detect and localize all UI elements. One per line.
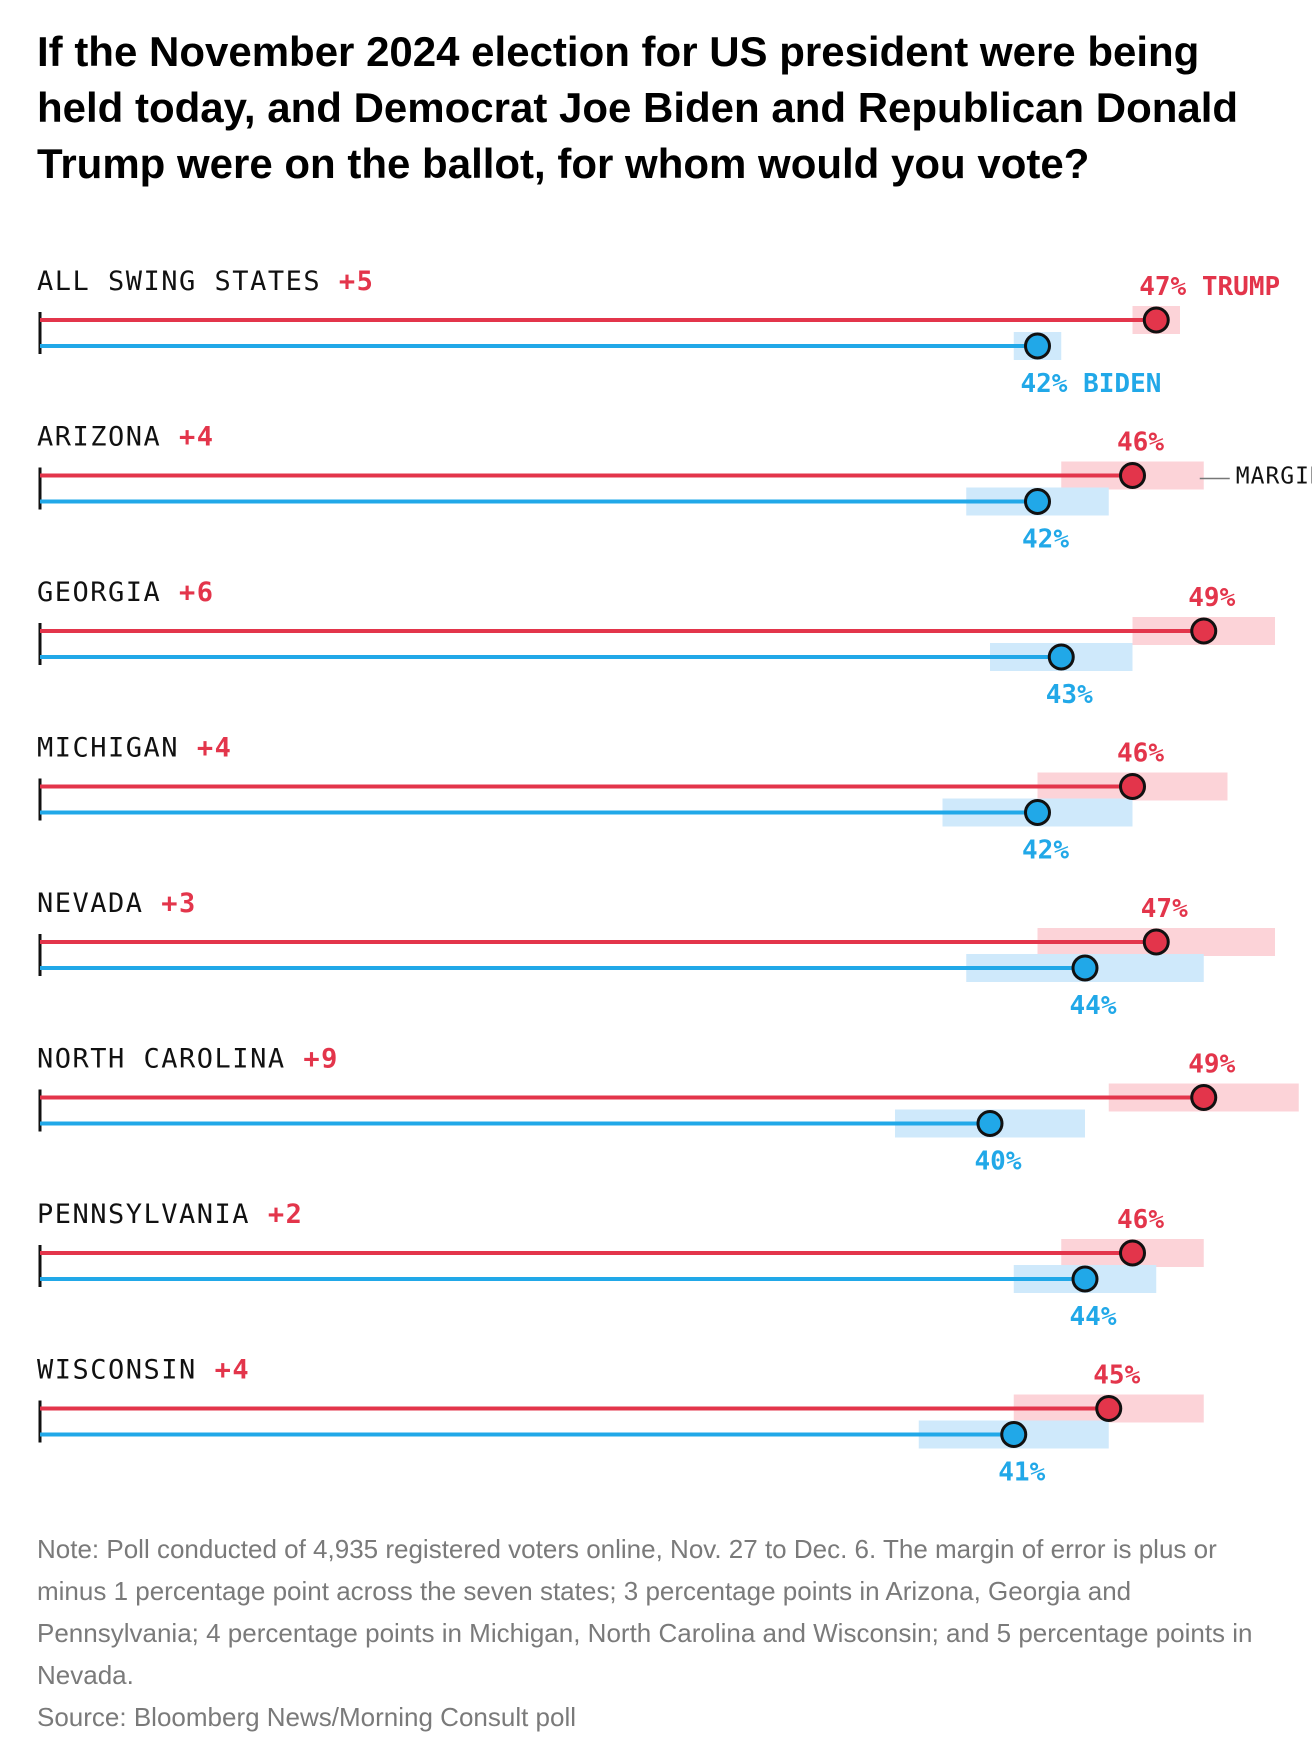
state-name: GEORGIA xyxy=(37,577,179,608)
trump-dot xyxy=(1119,773,1146,800)
trump-dot xyxy=(1119,462,1146,489)
trump-lead: +9 xyxy=(303,1044,339,1075)
state-name: WISCONSIN xyxy=(37,1355,215,1386)
footer-source: Source: Bloomberg News/Morning Consult p… xyxy=(37,1702,577,1732)
trump-lead: +5 xyxy=(339,266,375,297)
biden-value-label: 44% xyxy=(1070,1302,1117,1332)
biden-dot xyxy=(1047,643,1075,671)
trump-dot xyxy=(1190,617,1218,645)
chart-footer: Note: Poll conducted of 4,935 registered… xyxy=(37,1528,1287,1738)
row-label: GEORGIA +6 xyxy=(37,577,215,608)
row-label: NORTH CAROLINA +9 xyxy=(37,1044,339,1075)
row-label: NEVADA +3 xyxy=(37,888,197,919)
biden-value-label: 44% xyxy=(1070,991,1117,1021)
biden-dot xyxy=(1071,954,1099,982)
trump-lead: +3 xyxy=(161,888,197,919)
row-label: WISCONSIN +4 xyxy=(37,1355,250,1386)
trump-value-label: 46% xyxy=(1117,1205,1164,1235)
state-name: ARIZONA xyxy=(37,422,179,453)
biden-value-label: 42% xyxy=(1022,525,1069,555)
biden-value-label: 41% xyxy=(998,1458,1045,1488)
row-label: ARIZONA +4 xyxy=(37,422,215,453)
trump-value-label: 47% xyxy=(1141,894,1188,924)
trump-dot xyxy=(1142,928,1170,956)
trump-lead: +2 xyxy=(268,1199,304,1230)
biden-dot xyxy=(976,1110,1004,1137)
biden-value-label: 40% xyxy=(975,1147,1022,1177)
state-name: NEVADA xyxy=(37,888,161,919)
trump-dot xyxy=(1142,306,1170,334)
row-label: MICHIGAN +4 xyxy=(37,733,232,764)
trump-dot xyxy=(1095,1395,1123,1422)
biden-value-label: 42% xyxy=(1022,836,1069,866)
state-name: ALL SWING STATES xyxy=(37,266,339,297)
trump-value-label: 46% xyxy=(1117,428,1164,458)
trump-lead: +4 xyxy=(215,1355,251,1386)
row-label: PENNSYLVANIA +2 xyxy=(37,1199,303,1230)
trump-dot xyxy=(1119,1239,1146,1267)
trump-value-label: 49% xyxy=(1188,583,1235,613)
state-name: NORTH CAROLINA xyxy=(37,1044,303,1075)
row-label: ALL SWING STATES +5 xyxy=(37,266,374,297)
biden-dot xyxy=(1024,332,1051,360)
trump-lead: +6 xyxy=(179,577,215,608)
biden-dot xyxy=(1024,488,1051,515)
biden-dot xyxy=(1024,799,1051,826)
trump-dot xyxy=(1190,1084,1218,1111)
trump-value-label: 46% xyxy=(1117,739,1164,769)
moe-annotation: MARGIN OF ERROR xyxy=(1236,464,1312,490)
chart-title: If the November 2024 election for US pre… xyxy=(37,28,1239,187)
biden-value-label: 42% BIDEN xyxy=(1021,369,1162,399)
trump-value-label: 47% TRUMP xyxy=(1139,272,1280,302)
footer-note: Note: Poll conducted of 4,935 registered… xyxy=(37,1534,1253,1690)
trump-value-label: 49% xyxy=(1188,1050,1235,1080)
trump-value-label: 45% xyxy=(1093,1361,1140,1391)
biden-dot xyxy=(1071,1265,1099,1293)
trump-lead: +4 xyxy=(179,422,215,453)
state-name: PENNSYLVANIA xyxy=(37,1199,268,1230)
biden-value-label: 43% xyxy=(1046,680,1093,710)
trump-lead: +4 xyxy=(197,733,233,764)
biden-dot xyxy=(1000,1421,1028,1448)
state-name: MICHIGAN xyxy=(37,733,197,764)
